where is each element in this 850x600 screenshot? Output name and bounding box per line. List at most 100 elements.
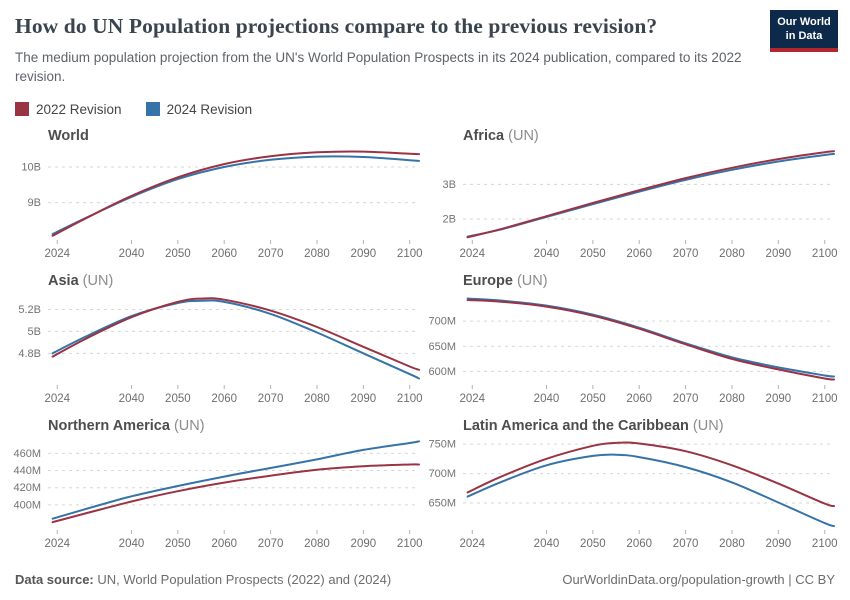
panel-region-name: Europe xyxy=(463,272,513,289)
x-axis-label: 2060 xyxy=(626,393,652,405)
x-axis-label: 2100 xyxy=(812,538,838,550)
x-axis-label: 2080 xyxy=(719,393,745,405)
legend-swatch-2024 xyxy=(145,102,160,117)
chart-panel-europe: Europe (UN) 600M 650M 700M 2024 2040 2050 2060 2… xyxy=(425,264,840,409)
chart-panel-africa: Africa (UN) 2B 3B 2024 2040 2050 2060 2070 2080 2… xyxy=(425,119,840,264)
y-axis-label: 420M xyxy=(13,482,41,494)
legend-item-2024[interactable]: 2024 Revision xyxy=(145,102,252,117)
chart-panel-world: World 9B 10B 2024 2040 2050 2060 2070 2080 2090 21… xyxy=(10,119,425,264)
owid-logo-line2: in Data xyxy=(785,30,823,43)
x-axis-label: 2090 xyxy=(351,538,377,550)
x-axis-label: 2060 xyxy=(626,248,652,260)
chart-panel-latin-america-and-the-caribbean: Latin America and the Caribbean (UN) 650M… xyxy=(425,409,840,554)
legend-label-2022: 2022 Revision xyxy=(36,101,122,117)
footer: Data source: UN, World Population Prospe… xyxy=(0,572,850,600)
panel-region-name: Northern America xyxy=(48,417,170,434)
panel-region-name: Asia xyxy=(48,272,79,289)
panel-region-name: World xyxy=(48,127,89,144)
page-title: How do UN Population projections compare… xyxy=(15,14,658,38)
line-chart-latin-america-and-the-caribbean[interactable]: 650M 700M 750M 2024 2040 2050 2060 2070 2080 2090… xyxy=(425,434,840,554)
data-source-text: UN, World Population Prospects (2022) an… xyxy=(93,572,392,587)
x-axis-label: 2100 xyxy=(397,248,423,260)
y-axis-label: 440M xyxy=(13,465,41,477)
panel-title: Europe (UN) xyxy=(425,264,840,289)
chart-subtitle: The medium population projection from th… xyxy=(15,50,742,84)
x-axis-label: 2040 xyxy=(119,393,145,405)
y-axis-label: 10B xyxy=(21,161,41,173)
x-axis-label: 2080 xyxy=(304,393,330,405)
x-axis-label: 2100 xyxy=(812,248,838,260)
x-axis-label: 2100 xyxy=(397,393,423,405)
y-axis-label: 650M xyxy=(428,497,456,509)
line-chart-northern-america[interactable]: 400M 420M 440M 460M 2024 2040 2050 2060 2070 2080… xyxy=(10,434,425,554)
y-axis-label: 9B xyxy=(28,197,41,209)
series-line-2024-revision[interactable] xyxy=(51,155,420,235)
series-line-2024-revision[interactable] xyxy=(466,297,835,378)
x-axis-label: 2040 xyxy=(534,248,560,260)
legend-item-2022[interactable]: 2022 Revision xyxy=(15,102,122,117)
footer-link[interactable]: OurWorldinData.org/population-growth | C… xyxy=(562,572,835,587)
series-line-2024-revision[interactable] xyxy=(466,453,835,527)
y-axis-label: 2B xyxy=(443,213,456,225)
charts-grid: World 9B 10B 2024 2040 2050 2060 2070 2080 2090 21… xyxy=(0,119,850,554)
x-axis-label: 2040 xyxy=(119,248,145,260)
series-line-2022-revision[interactable] xyxy=(466,298,835,381)
y-axis-label: 460M xyxy=(13,448,41,460)
x-axis-label: 2024 xyxy=(459,393,485,405)
x-axis-label: 2100 xyxy=(812,393,838,405)
x-axis-label: 2040 xyxy=(534,393,560,405)
line-chart-europe[interactable]: 600M 650M 700M 2024 2040 2050 2060 2070 2080 2090… xyxy=(425,289,840,409)
series-line-2022-revision[interactable] xyxy=(51,463,420,523)
series-line-2024-revision[interactable] xyxy=(51,299,420,380)
chart-header: How do UN Population projections compare… xyxy=(0,0,850,117)
y-axis-label: 600M xyxy=(428,366,456,378)
panel-title: Africa (UN) xyxy=(425,119,840,144)
x-axis-label: 2060 xyxy=(211,393,237,405)
series-line-2024-revision[interactable] xyxy=(51,440,420,520)
line-chart-world[interactable]: 9B 10B 2024 2040 2050 2060 2070 2080 2090 2100 xyxy=(10,144,425,264)
x-axis-label: 2070 xyxy=(258,393,284,405)
y-axis-label: 5B xyxy=(28,326,41,338)
series-line-2024-revision[interactable] xyxy=(466,152,835,238)
panel-title: Northern America (UN) xyxy=(10,409,425,434)
x-axis-label: 2024 xyxy=(44,248,70,260)
owid-logo[interactable]: Our World in Data xyxy=(770,10,838,52)
panel-title: Asia (UN) xyxy=(10,264,425,289)
x-axis-label: 2090 xyxy=(351,393,377,405)
y-axis-label: 4.8B xyxy=(18,348,41,360)
series-line-2022-revision[interactable] xyxy=(466,441,835,507)
series-line-2022-revision[interactable] xyxy=(466,149,835,239)
panel-region-suffix: (UN) xyxy=(512,272,548,289)
data-source: Data source: UN, World Population Prospe… xyxy=(15,572,391,587)
line-chart-africa[interactable]: 2B 3B 2024 2040 2050 2060 2070 2080 2090 2100 xyxy=(425,144,840,264)
x-axis-label: 2024 xyxy=(459,538,485,550)
x-axis-label: 2090 xyxy=(766,538,792,550)
x-axis-label: 2050 xyxy=(165,538,191,550)
series-line-2022-revision[interactable] xyxy=(51,297,420,371)
x-axis-label: 2070 xyxy=(673,393,699,405)
x-axis-label: 2060 xyxy=(626,538,652,550)
panel-title: World xyxy=(10,119,425,144)
x-axis-label: 2050 xyxy=(580,393,606,405)
series-line-2022-revision[interactable] xyxy=(51,150,420,237)
data-source-label: Data source: xyxy=(15,572,94,587)
chart-panel-asia: Asia (UN) 4.8B 5B 5.2B 2024 2040 2050 2060 2070 2… xyxy=(10,264,425,409)
y-axis-label: 650M xyxy=(428,341,456,353)
x-axis-label: 2060 xyxy=(211,538,237,550)
x-axis-label: 2024 xyxy=(44,393,70,405)
x-axis-label: 2050 xyxy=(165,248,191,260)
x-axis-label: 2050 xyxy=(580,248,606,260)
y-axis-label: 700M xyxy=(428,468,456,480)
x-axis-label: 2100 xyxy=(397,538,423,550)
line-chart-asia[interactable]: 4.8B 5B 5.2B 2024 2040 2050 2060 2070 2080 2090 21… xyxy=(10,289,425,409)
panel-region-suffix: (UN) xyxy=(688,417,724,434)
x-axis-label: 2070 xyxy=(673,248,699,260)
x-axis-label: 2040 xyxy=(534,538,560,550)
legend-swatch-2022 xyxy=(15,102,29,117)
x-axis-label: 2024 xyxy=(44,538,70,550)
y-axis-label: 5.2B xyxy=(18,304,41,316)
x-axis-label: 2060 xyxy=(211,248,237,260)
x-axis-label: 2050 xyxy=(165,393,191,405)
panel-title: Latin America and the Caribbean (UN) xyxy=(425,409,840,434)
y-axis-label: 750M xyxy=(428,438,456,450)
